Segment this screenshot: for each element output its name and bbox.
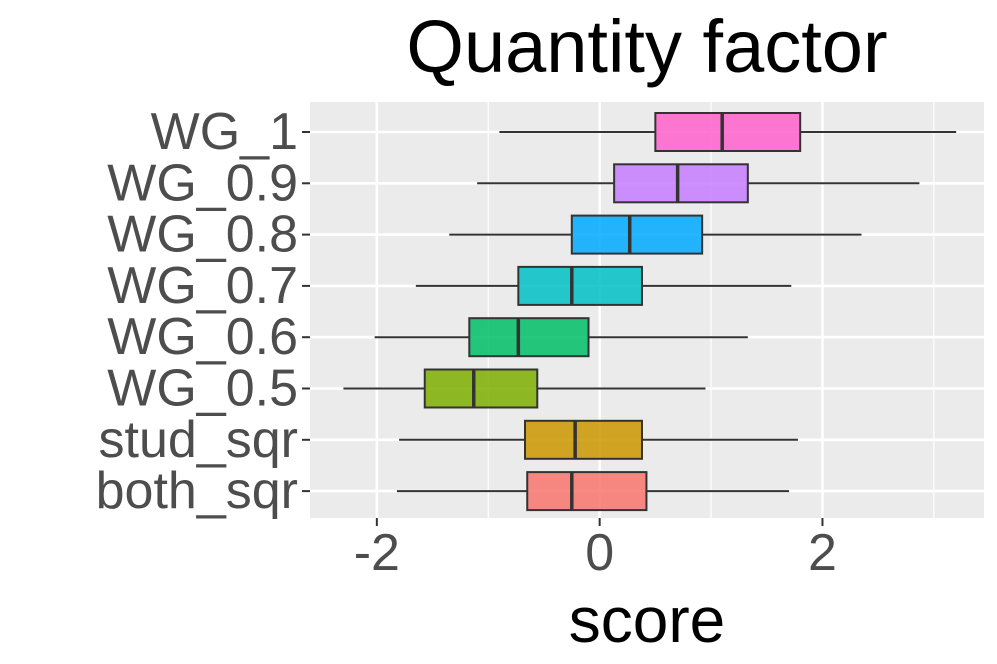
y-tick-label: both_sqr — [96, 462, 298, 520]
y-tick-label: stud_sqr — [99, 411, 298, 469]
box-both-sqr — [396, 471, 790, 512]
y-tick-label: WG_1 — [151, 103, 298, 161]
box-wg-0-7 — [415, 265, 792, 306]
box-wg-1 — [499, 112, 957, 152]
y-tick-label: WG_0.9 — [107, 154, 298, 212]
box-wg-0-9 — [477, 163, 920, 204]
y-tick-label: WG_0.8 — [107, 206, 298, 264]
box-wg-0-6 — [374, 317, 748, 358]
box-iqr — [526, 471, 648, 512]
y-tick-label: WG_0.5 — [107, 360, 298, 418]
box-iqr — [423, 368, 539, 409]
chart-title: Quantity factor — [406, 5, 888, 88]
box-iqr — [570, 214, 704, 255]
box-iqr — [517, 265, 643, 306]
box-iqr — [613, 163, 749, 204]
x-tick-label: 2 — [808, 524, 837, 582]
box-iqr — [524, 419, 643, 460]
box-wg-0-5 — [343, 368, 706, 409]
box-iqr — [654, 112, 802, 152]
y-tick-label: WG_0.7 — [107, 257, 298, 315]
x-tick-label: 0 — [585, 524, 614, 582]
y-tick-label: WG_0.6 — [107, 308, 298, 366]
box-iqr — [468, 317, 590, 358]
box-wg-0-8 — [449, 214, 862, 255]
x-tick-label: -2 — [354, 524, 400, 582]
box-stud-sqr — [399, 419, 798, 460]
x-axis-label: score — [568, 584, 726, 656]
